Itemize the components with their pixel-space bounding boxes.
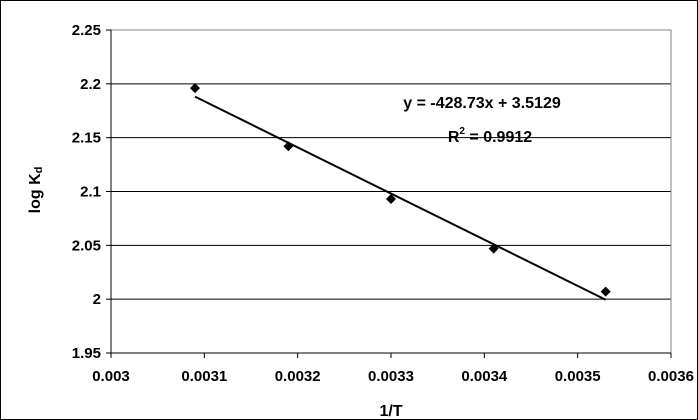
- y-axis-title-main: log K: [27, 173, 44, 213]
- y-tick-label: 1.95: [72, 345, 101, 362]
- r-squared-sup: 2: [459, 126, 465, 137]
- y-tick-label: 2.1: [80, 184, 101, 201]
- axes: [106, 29, 672, 358]
- data-point-marker: [190, 83, 200, 94]
- x-tick-label: 0.0035: [555, 368, 601, 385]
- tick-labels: 1.95 2 2.05 2.1 2.15 2.2 2.25 0.003 0.0031 0.0032…: [72, 22, 694, 385]
- r-squared: R2 = 0.9912: [448, 126, 532, 146]
- y-tick-label: 2.25: [72, 22, 101, 39]
- r-squared-label: R: [448, 129, 460, 146]
- r-squared-value: = 0.9912: [465, 129, 532, 146]
- y-tick-label: 2.15: [72, 130, 101, 147]
- x-tick-label: 0.0031: [181, 368, 227, 385]
- x-axis-title: 1/T: [379, 403, 402, 420]
- trend-equation: y = -428.73x + 3.5129: [403, 95, 561, 112]
- y-axis-title-sub: d: [33, 167, 45, 174]
- data-point-marker: [386, 194, 396, 205]
- y-axis-title: log Kd: [27, 167, 45, 214]
- x-tick-label: 0.0033: [368, 368, 414, 385]
- trendline: [194, 95, 607, 301]
- y-tick-label: 2: [93, 291, 101, 308]
- data-point-marker: [488, 243, 499, 254]
- x-tick-label: 0.0036: [648, 368, 694, 385]
- y-tick-label: 2.05: [72, 237, 101, 254]
- y-tick-label: 2.2: [80, 76, 101, 93]
- x-tick-label: 0.003: [92, 368, 130, 385]
- data-points: [190, 83, 611, 297]
- x-tick-label: 0.0032: [275, 368, 321, 385]
- data-point-marker: [600, 286, 611, 297]
- data-point-marker: [283, 141, 294, 152]
- x-tick-label: 0.0034: [461, 368, 508, 385]
